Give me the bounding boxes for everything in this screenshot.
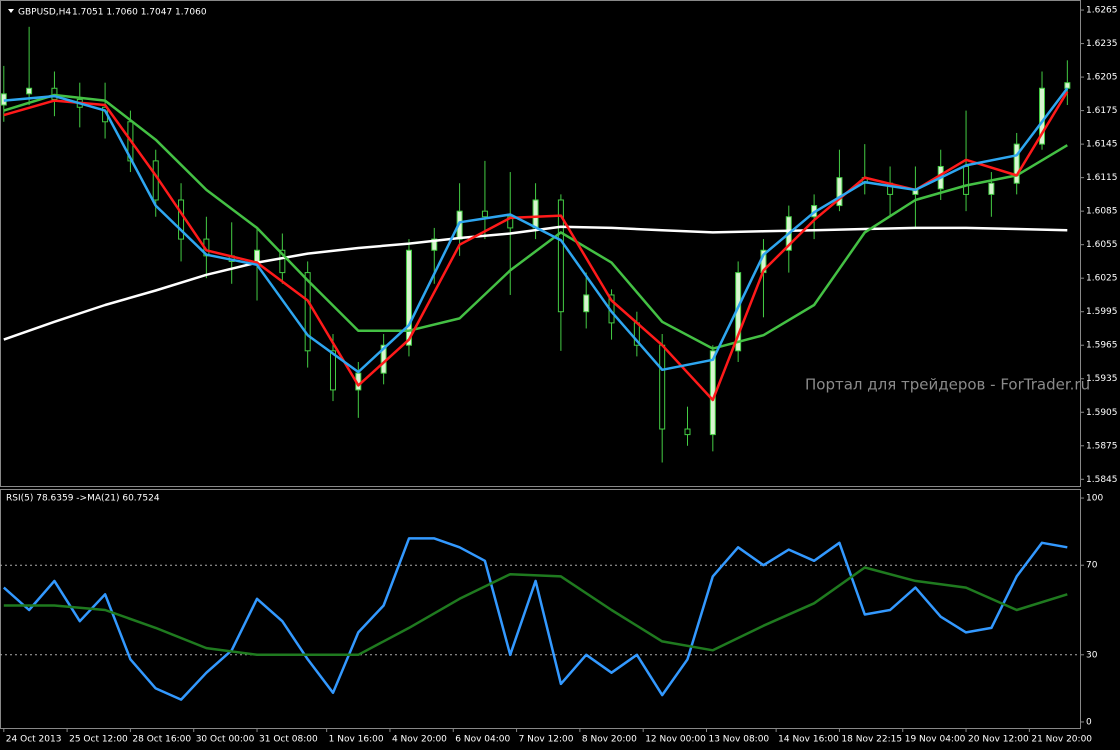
x-tick-label: 13 Nov 08:00 [708, 735, 769, 745]
watermark: Портал для трейдеров - ForTrader.ru [805, 376, 1090, 394]
candle-body [26, 87, 33, 95]
x-tick-label: 8 Nov 20:00 [582, 735, 637, 745]
candle-body [684, 428, 691, 436]
y-tick-label: 1.5995 [1086, 307, 1118, 317]
candle-body [532, 199, 539, 229]
rsi-title: RSI(5) 78.6359 ->MA(21) 60.7524 [6, 494, 160, 504]
candle-body [583, 294, 590, 313]
x-tick-label: 14 Nov 16:00 [778, 735, 839, 745]
rsi-panel-frame [0, 489, 1081, 729]
menu-arrow[interactable] [8, 9, 14, 13]
y-tick-label: 1.5965 [1086, 341, 1118, 351]
y-tick-label: 0 [1086, 717, 1092, 727]
y-tick-label: 30 [1086, 650, 1098, 660]
x-tick-label: 1 Nov 16:00 [329, 735, 384, 745]
x-tick-label: 7 Nov 12:00 [519, 735, 574, 745]
candle-body [431, 238, 438, 251]
candle-body [405, 249, 412, 346]
x-tick-label: 6 Nov 04:00 [455, 735, 510, 745]
y-tick-label: 1.5845 [1086, 475, 1118, 485]
line-series [3, 93, 1068, 350]
candle-body [557, 199, 564, 313]
y-tick-label: 1.6265 [1086, 6, 1118, 16]
x-tick-label: 19 Nov 04:00 [905, 735, 966, 745]
candle-body [481, 210, 488, 218]
candle-body [178, 199, 185, 240]
line-series [3, 566, 1068, 657]
y-tick-label: 100 [1086, 494, 1103, 504]
candle-body [279, 249, 286, 274]
y-tick-label: 1.5905 [1086, 408, 1118, 418]
y-tick-label: 70 [1086, 561, 1098, 571]
candle-body [963, 165, 970, 195]
candle-body [304, 272, 311, 352]
y-tick-label: 1.6025 [1086, 274, 1118, 284]
x-tick-label: 21 Nov 20:00 [1031, 735, 1092, 745]
candle-body [659, 344, 666, 430]
x-tick-label: 28 Oct 16:00 [132, 735, 191, 745]
candle-body [1013, 143, 1020, 184]
line-series [2, 537, 1068, 701]
chart-subtitle: 1.7051 1.7060 1.7047 1.7060 [72, 8, 207, 18]
candle-body [836, 177, 843, 207]
x-tick-label: 30 Oct 00:00 [196, 735, 255, 745]
x-tick-label: 18 Nov 22:15 [841, 735, 902, 745]
line-series [3, 225, 1068, 341]
y-tick-label: 1.6055 [1086, 240, 1118, 250]
line-series [3, 90, 1069, 402]
y-tick-label: 1.6205 [1086, 73, 1118, 83]
candle-body [254, 249, 261, 262]
y-tick-label: 1.6115 [1086, 173, 1118, 183]
x-tick-label: 24 Oct 2013 [6, 735, 62, 745]
x-tick-label: 20 Nov 12:00 [968, 735, 1029, 745]
chart-title: GBPUSD,H4 [18, 8, 71, 18]
y-tick-label: 1.6235 [1086, 39, 1118, 49]
candle-body [1064, 82, 1071, 89]
candle-body [329, 350, 336, 391]
x-tick-label: 25 Oct 12:00 [69, 735, 128, 745]
price-panel-frame [0, 0, 1081, 487]
y-tick-label: 1.6145 [1086, 140, 1118, 150]
y-tick-label: 1.6175 [1086, 106, 1118, 116]
candle-body [152, 160, 159, 201]
y-tick-label: 1.5875 [1086, 441, 1118, 451]
x-tick-label: 4 Nov 20:00 [392, 735, 447, 745]
x-tick-label: 12 Nov 00:00 [645, 735, 706, 745]
x-tick-label: 31 Oct 08:00 [259, 735, 318, 745]
y-tick-label: 1.6085 [1086, 207, 1118, 217]
line-series [3, 87, 1069, 374]
y-tick-label: 1.5935 [1086, 374, 1118, 384]
candle-body [1039, 87, 1046, 145]
candle-body [988, 182, 995, 195]
